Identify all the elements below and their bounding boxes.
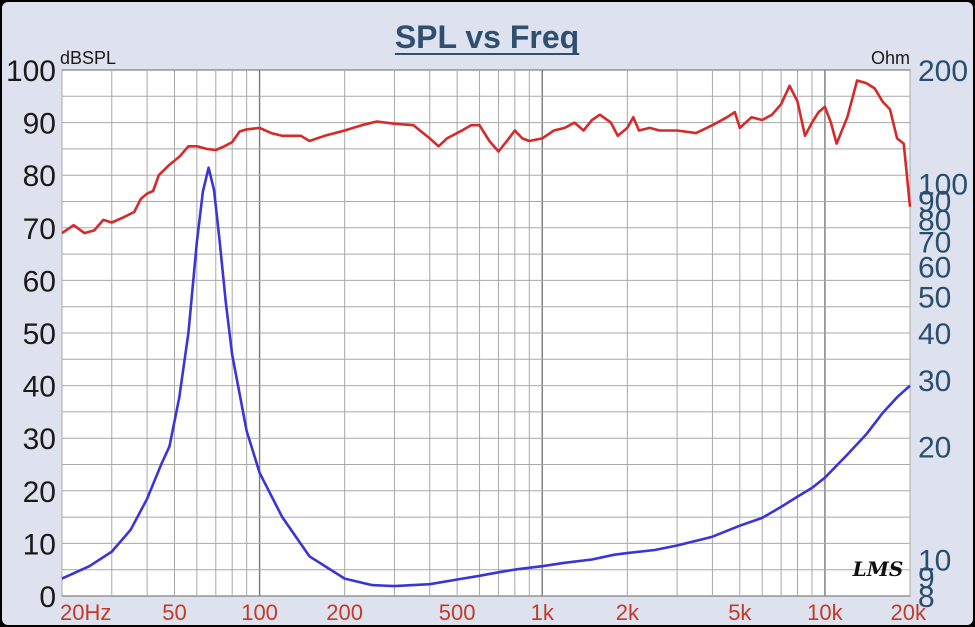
y-tick-label: 50	[23, 318, 56, 351]
y2-tick-label: 20	[918, 431, 951, 464]
y2-tick-label: 80	[918, 205, 951, 238]
y-axis-ticks: 0 10 20 30 40 50 60 70 80 90 100	[6, 55, 56, 614]
spl-line	[61, 79, 912, 235]
y-tick-label: 0	[39, 581, 56, 614]
x-tick-label: 200	[326, 600, 363, 625]
x-tick-label: 500	[439, 600, 476, 625]
x-tick-label: 50	[162, 600, 186, 625]
y2-tick-label: 60	[918, 252, 951, 285]
x-tick-label: 20Hz	[60, 600, 111, 625]
y-tick-label: 100	[6, 55, 56, 88]
zms-logo: LMS	[852, 557, 904, 581]
x-tick-label: 100	[241, 600, 278, 625]
y2-tick-label: 200	[918, 55, 968, 88]
y-tick-label: 90	[23, 108, 56, 141]
y2-tick-label: 9	[918, 562, 935, 595]
y-tick-label: 80	[23, 160, 56, 193]
y2-tick-label: 10	[918, 545, 951, 578]
x-tick-label: 20k	[891, 600, 927, 625]
y2-tick-label: 8	[918, 581, 935, 614]
y-tick-label: 10	[23, 528, 56, 561]
x-tick-label: 2k	[616, 600, 640, 625]
y2-tick-label: 40	[918, 318, 951, 351]
y2-tick-label: 90	[918, 185, 951, 218]
y2-tick-label: 100	[918, 168, 968, 201]
y2-tick-label: 30	[918, 365, 951, 398]
x-tick-label: 10k	[807, 600, 843, 625]
x-tick-label: 1k	[531, 600, 555, 625]
y2-tick-label: 50	[918, 282, 951, 315]
y-tick-label: 70	[23, 213, 56, 246]
y-axis-label: dBSPL	[60, 48, 116, 68]
x-tick-label: 5k	[728, 600, 752, 625]
y-tick-label: 60	[23, 265, 56, 298]
x-axis-ticks: 20Hz 50 100 200 500 1k 2k 5k 10k 20k	[60, 600, 927, 625]
y2-tick-label: 70	[918, 227, 951, 260]
y-tick-label: 40	[23, 371, 56, 404]
series-lines	[61, 79, 912, 588]
grid-lines	[61, 70, 911, 596]
impedance-line	[61, 166, 911, 588]
y-tick-label: 30	[23, 423, 56, 456]
y2-axis-label: Ohm	[871, 48, 910, 68]
chart-title: SPL vs Freq	[395, 19, 579, 55]
y-tick-label: 20	[23, 476, 56, 509]
